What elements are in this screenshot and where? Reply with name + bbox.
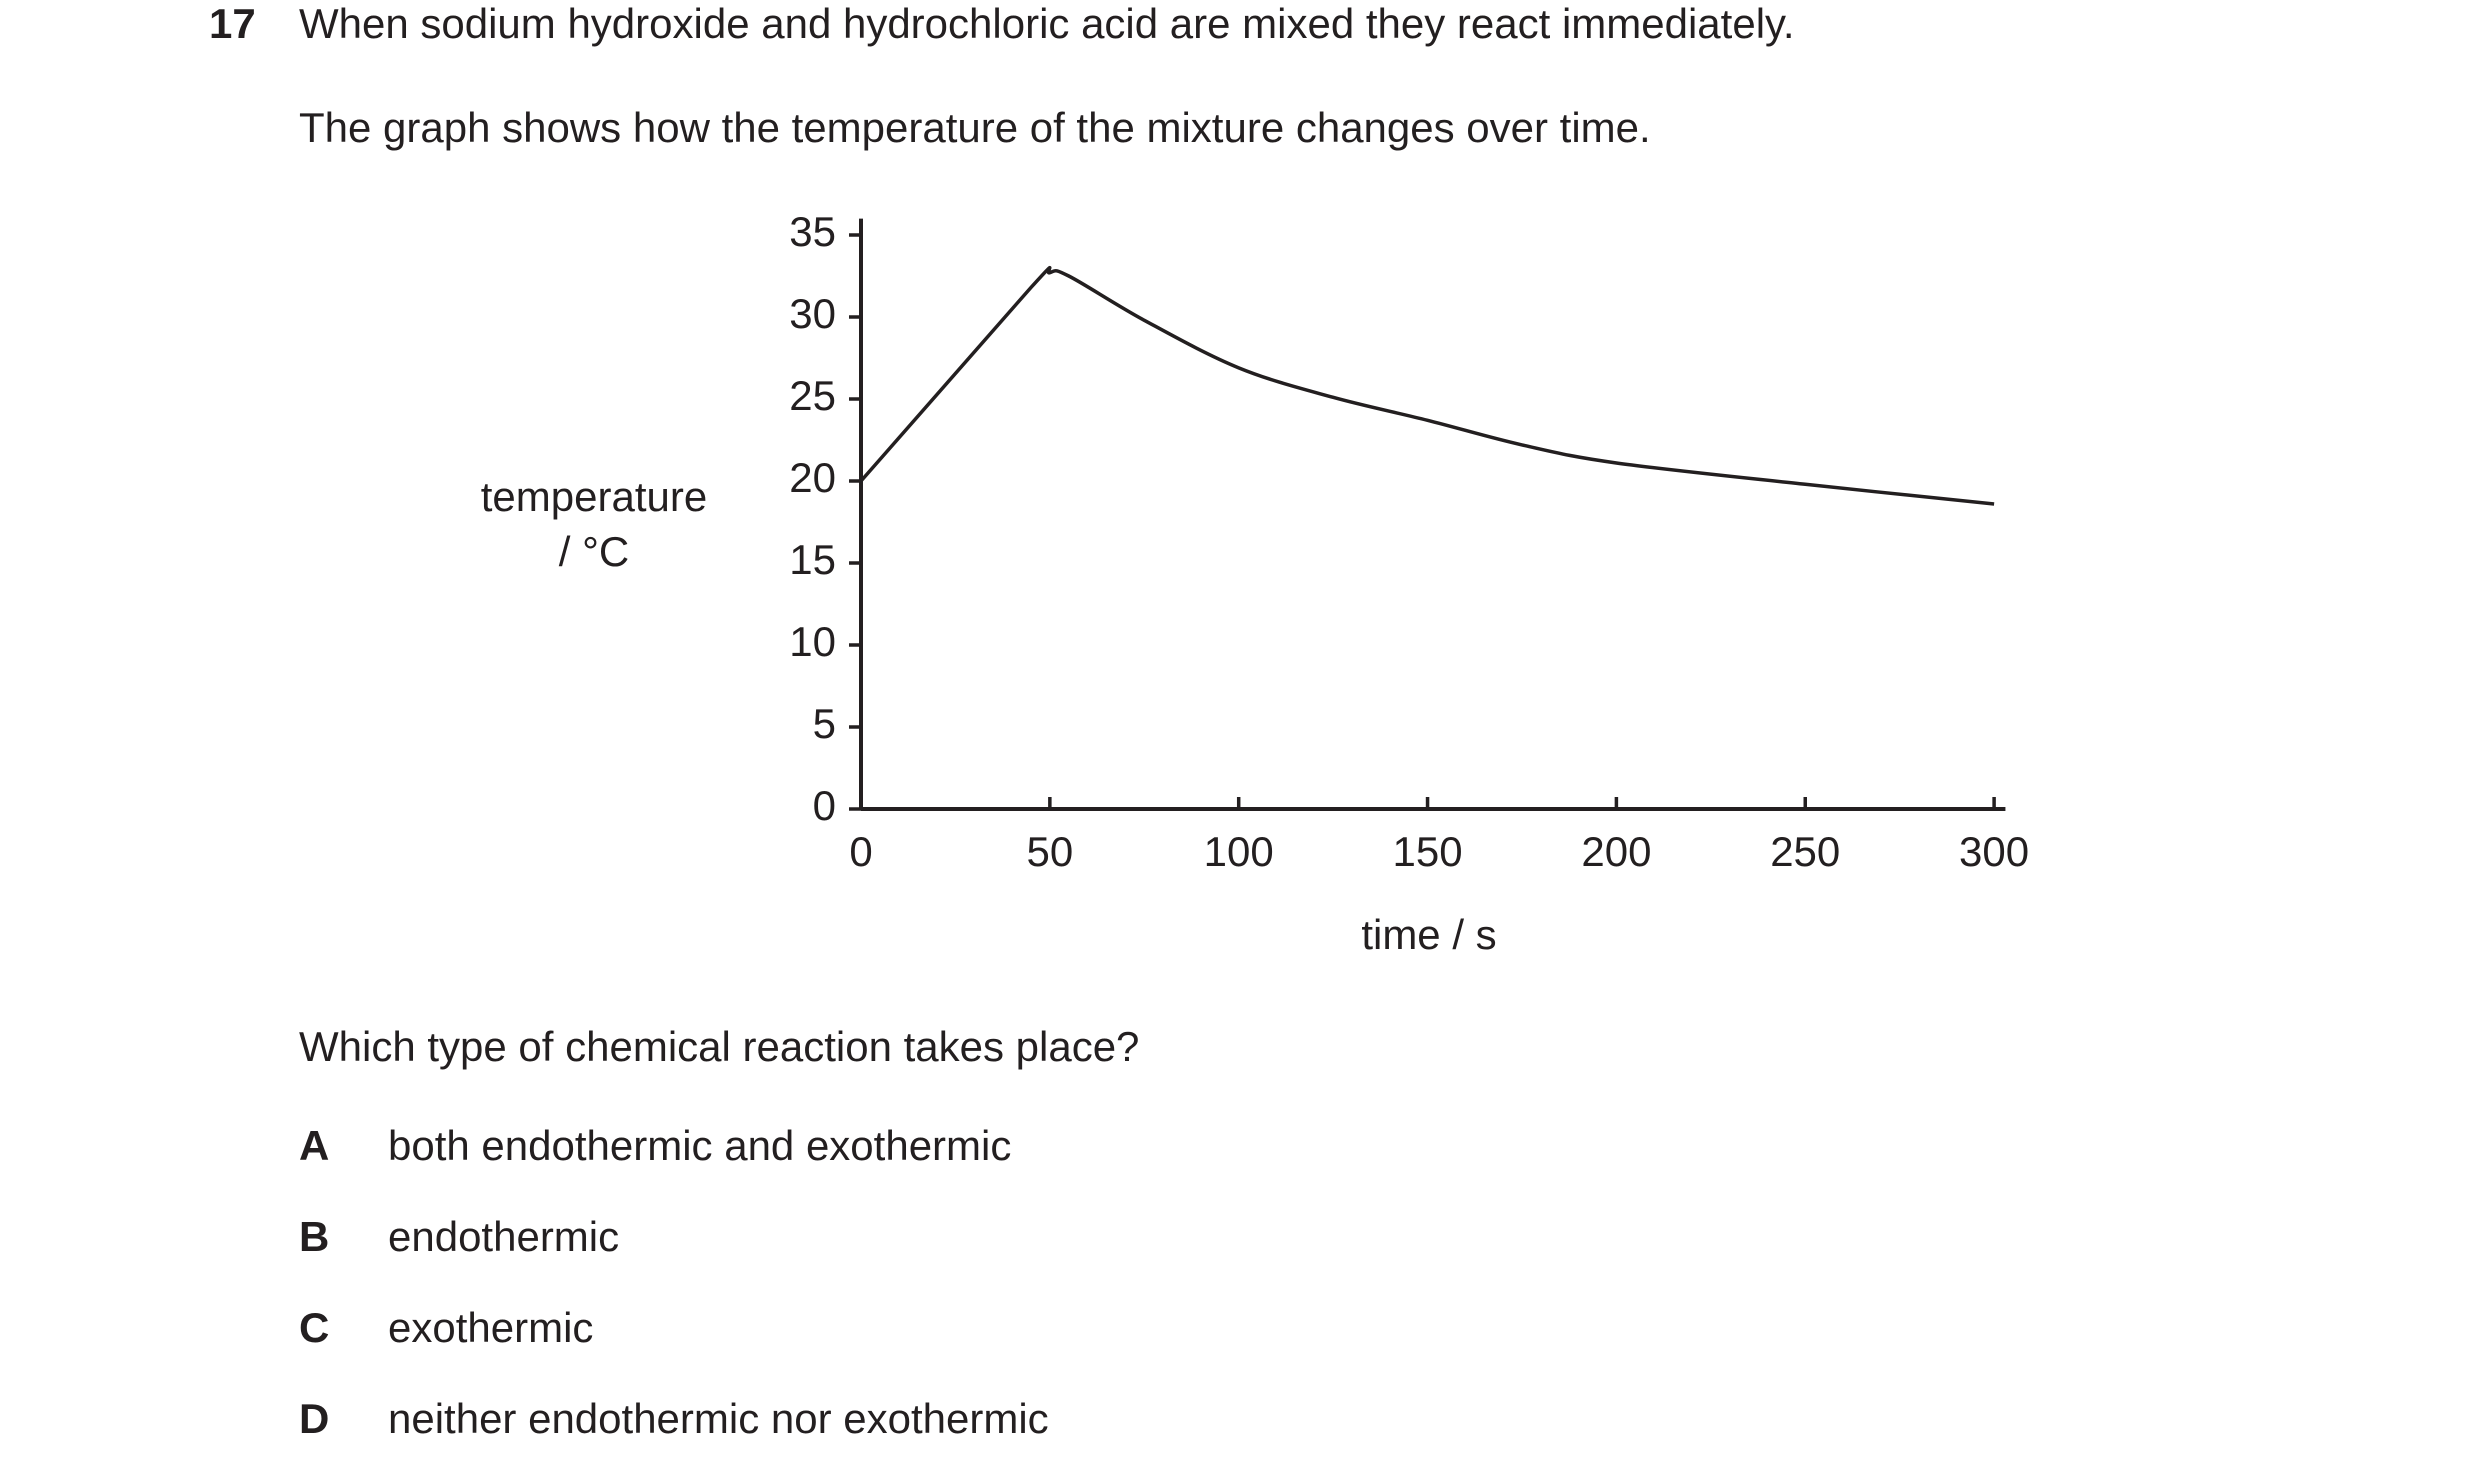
option-letter: C	[299, 1304, 329, 1351]
y-tick-label: 30	[789, 290, 836, 337]
option-letter: D	[299, 1395, 329, 1442]
x-tick-label: 200	[1581, 828, 1651, 875]
y-tick-label: 20	[789, 454, 836, 501]
option-text: exothermic	[388, 1304, 593, 1351]
question-number: 17	[209, 0, 256, 47]
option-text: neither endothermic nor exothermic	[388, 1395, 1049, 1442]
x-tick-label: 150	[1393, 828, 1463, 875]
y-tick-label: 35	[789, 208, 836, 255]
y-axis-label: temperature	[481, 473, 707, 520]
option-letter: B	[299, 1213, 329, 1260]
prompt: Which type of chemical reaction takes pl…	[299, 1023, 1139, 1070]
x-tick-label: 0	[849, 828, 872, 875]
y-tick-label: 10	[789, 618, 836, 665]
x-tick-label: 250	[1770, 828, 1840, 875]
question-text: When sodium hydroxide and hydrochloric a…	[299, 0, 1795, 47]
x-tick-label: 300	[1959, 828, 2029, 875]
y-tick-label: 15	[789, 536, 836, 583]
option-letter: A	[299, 1122, 329, 1169]
temperature-curve	[859, 266, 1995, 506]
x-axis-label: time / s	[1361, 911, 1496, 958]
option-text: endothermic	[388, 1213, 619, 1260]
x-tick-label: 50	[1026, 828, 1073, 875]
option-text: both endothermic and exothermic	[388, 1122, 1011, 1169]
x-tick-label: 100	[1204, 828, 1274, 875]
y-axis-label: / °C	[559, 528, 629, 575]
question-intro: The graph shows how the temperature of t…	[299, 104, 1651, 151]
y-tick-label: 5	[813, 700, 836, 747]
y-tick-label: 0	[813, 782, 836, 829]
y-tick-label: 25	[789, 372, 836, 419]
